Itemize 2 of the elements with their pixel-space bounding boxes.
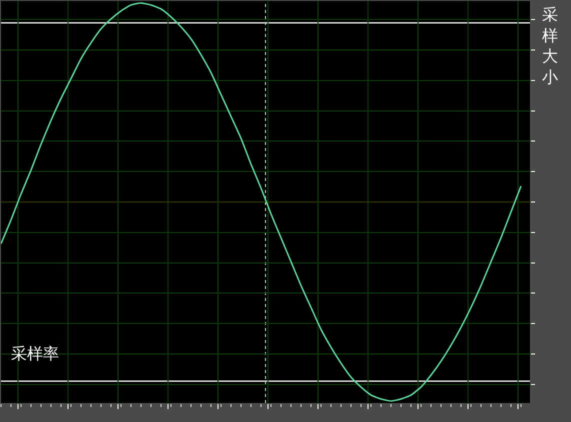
x-axis-title: 采样率 — [11, 344, 59, 363]
y-axis-title: 采样大小 — [542, 5, 558, 86]
